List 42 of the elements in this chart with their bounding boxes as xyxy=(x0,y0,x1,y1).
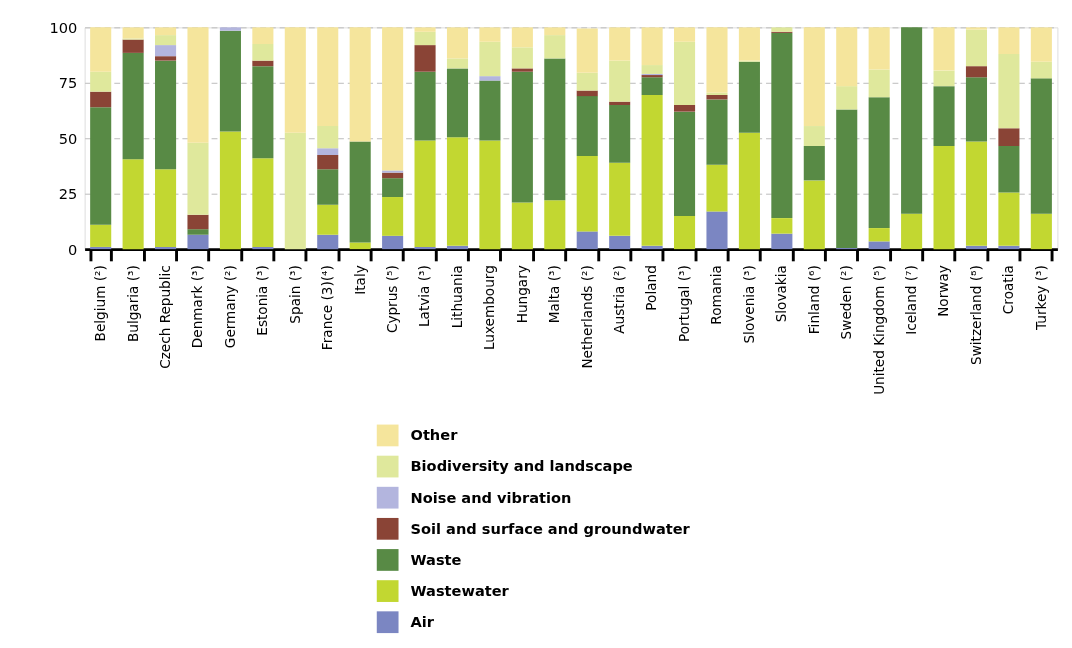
x-tick-label: Bulgaria (³) xyxy=(124,265,141,343)
x-tick-label: Germany (²) xyxy=(221,265,238,349)
legend-label: Wastewater xyxy=(410,581,510,599)
x-tick-label: France (3)(⁴) xyxy=(319,265,336,351)
x-tick-label: Poland xyxy=(643,265,660,311)
x-tick-label: Latvia (³) xyxy=(416,265,433,328)
legend-label: Other xyxy=(410,426,459,444)
legend-label: Waste xyxy=(410,550,462,568)
x-tick-label: Belgium (²) xyxy=(92,265,109,342)
x-tick-label: Spain (³) xyxy=(286,265,303,324)
x-tick-label: Romania xyxy=(708,265,725,325)
x-tick-label: Malta (³) xyxy=(546,265,563,324)
x-tick-label: Austria (²) xyxy=(611,265,628,334)
x-tick-label: Italy xyxy=(351,265,368,295)
x-tick-label: Portugal (³) xyxy=(675,265,692,342)
x-tick-label: Denmark (³) xyxy=(189,265,206,349)
x-tick-label: Czech Republic xyxy=(156,265,173,369)
x-tick-label: Norway xyxy=(935,265,952,317)
x-tick-label: Cyprus (⁵) xyxy=(384,265,400,334)
y-tick-label: 75 xyxy=(58,74,78,92)
x-tick-label: Slovenia (³) xyxy=(740,265,757,344)
x-tick-label: Estonia (³) xyxy=(254,265,271,336)
x-tick-label: Slovakia xyxy=(773,265,790,323)
x-tick-label: Turkey (³) xyxy=(1032,265,1049,331)
x-tick-label: United Kingdom (⁵) xyxy=(870,265,887,395)
y-tick-label: 25 xyxy=(58,185,78,203)
y-tick-label: 100 xyxy=(49,18,78,36)
x-tick-label: Luxembourg xyxy=(481,265,498,351)
legend-label: Air xyxy=(410,613,435,631)
legend-label: Soil and surface and groundwater xyxy=(410,519,691,537)
x-tick-label: Hungary xyxy=(513,265,530,324)
y-tick-label: 0 xyxy=(68,240,78,258)
x-tick-label: Croatia xyxy=(1000,265,1017,315)
x-tick-label: Lithuania xyxy=(448,265,465,329)
legend-label: Biodiversity and landscape xyxy=(410,457,633,475)
x-tick-label: Sweden (²) xyxy=(838,265,855,340)
x-tick-label: Netherlands (²) xyxy=(578,265,595,369)
x-tick-label: Finland (⁶) xyxy=(805,265,822,335)
legend-label: Noise and vibration xyxy=(410,488,572,506)
x-tick-label: Switzerland (⁸) xyxy=(967,265,984,365)
y-tick-label: 50 xyxy=(58,129,78,147)
x-tick-label: Iceland (⁷) xyxy=(902,265,919,335)
